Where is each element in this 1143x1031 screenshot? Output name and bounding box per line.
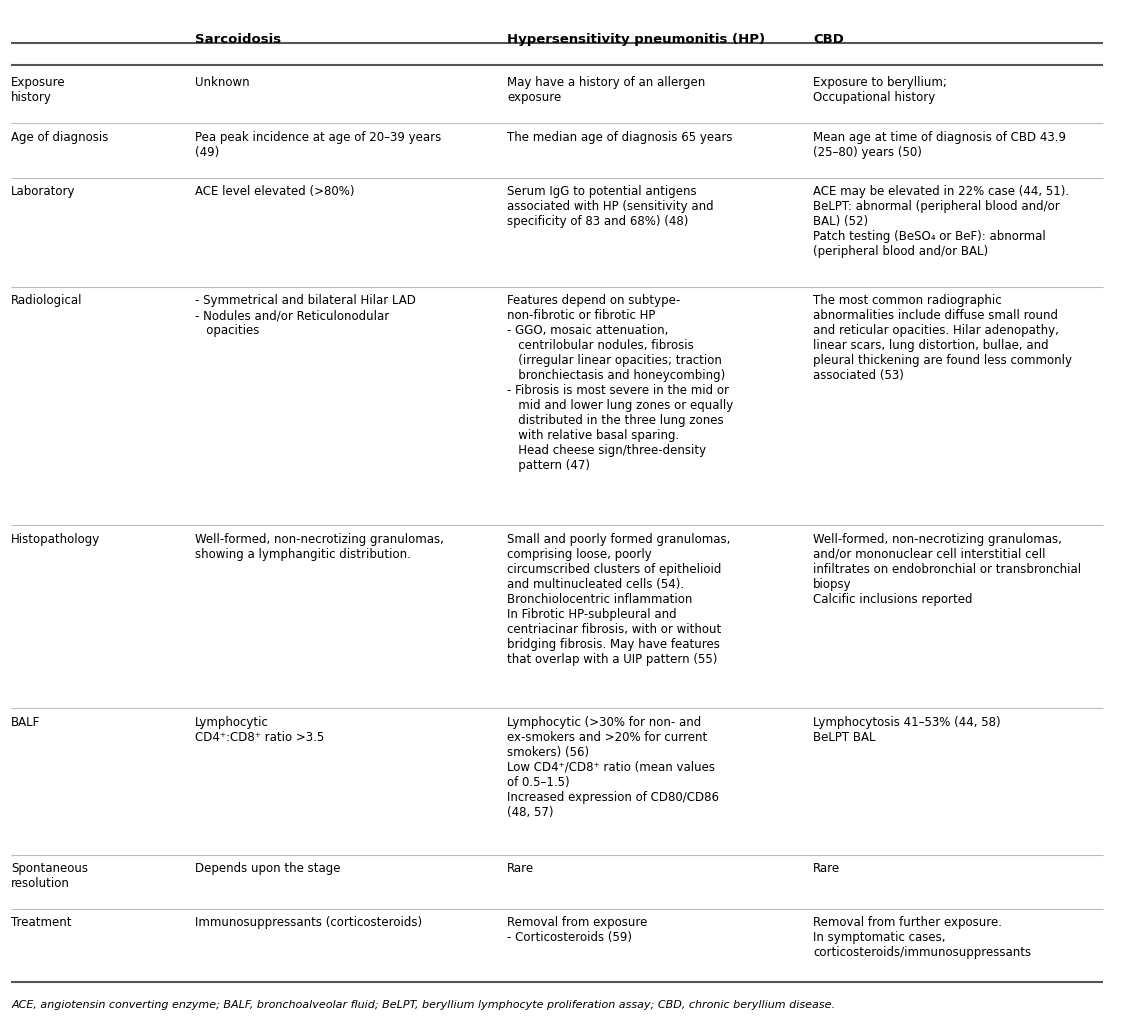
Text: Lymphocytosis 41–53% (44, 58)
BeLPT BAL: Lymphocytosis 41–53% (44, 58) BeLPT BAL [814, 716, 1001, 743]
Text: Mean age at time of diagnosis of CBD 43.9
(25–80) years (50): Mean age at time of diagnosis of CBD 43.… [814, 131, 1066, 159]
Text: Small and poorly formed granulomas,
comprising loose, poorly
circumscribed clust: Small and poorly formed granulomas, comp… [506, 533, 730, 666]
Text: The median age of diagnosis 65 years: The median age of diagnosis 65 years [506, 131, 733, 143]
Text: May have a history of an allergen
exposure: May have a history of an allergen exposu… [506, 76, 705, 104]
Text: ACE level elevated (>80%): ACE level elevated (>80%) [195, 185, 354, 198]
Text: Exposure to beryllium;
Occupational history: Exposure to beryllium; Occupational hist… [814, 76, 948, 104]
Text: The most common radiographic
abnormalities include diffuse small round
and retic: The most common radiographic abnormaliti… [814, 294, 1072, 383]
Text: Unknown: Unknown [195, 76, 249, 90]
Text: ACE may be elevated in 22% case (44, 51).
BeLPT: abnormal (peripheral blood and/: ACE may be elevated in 22% case (44, 51)… [814, 185, 1070, 258]
Text: Pea peak incidence at age of 20–39 years
(49): Pea peak incidence at age of 20–39 years… [195, 131, 441, 159]
Text: Lymphocytic
CD4⁺:CD8⁺ ratio >3.5: Lymphocytic CD4⁺:CD8⁺ ratio >3.5 [195, 716, 325, 743]
Text: Hypersensitivity pneumonitis (HP): Hypersensitivity pneumonitis (HP) [506, 33, 765, 46]
Text: Laboratory: Laboratory [11, 185, 75, 198]
Text: BALF: BALF [11, 716, 40, 729]
Text: Rare: Rare [814, 862, 840, 875]
Text: Serum IgG to potential antigens
associated with HP (sensitivity and
specificity : Serum IgG to potential antigens associat… [506, 185, 713, 228]
Text: Age of diagnosis: Age of diagnosis [11, 131, 109, 143]
Text: Exposure
history: Exposure history [11, 76, 66, 104]
Text: Removal from further exposure.
In symptomatic cases,
corticosteroids/immunosuppr: Removal from further exposure. In sympto… [814, 917, 1031, 959]
Text: Rare: Rare [506, 862, 534, 875]
Text: Well-formed, non-necrotizing granulomas,
and/or mononuclear cell interstitial ce: Well-formed, non-necrotizing granulomas,… [814, 533, 1081, 605]
Text: Lymphocytic (>30% for non- and
ex-smokers and >20% for current
smokers) (56)
Low: Lymphocytic (>30% for non- and ex-smoker… [506, 716, 719, 819]
Text: Depends upon the stage: Depends upon the stage [195, 862, 341, 875]
Text: - Symmetrical and bilateral Hilar LAD
- Nodules and/or Reticulonodular
   opacit: - Symmetrical and bilateral Hilar LAD - … [195, 294, 416, 337]
Text: CBD: CBD [814, 33, 845, 46]
Text: Spontaneous
resolution: Spontaneous resolution [11, 862, 88, 890]
Text: Well-formed, non-necrotizing granulomas,
showing a lymphangitic distribution.: Well-formed, non-necrotizing granulomas,… [195, 533, 443, 561]
Text: Histopathology: Histopathology [11, 533, 101, 545]
Text: ACE, angiotensin converting enzyme; BALF, bronchoalveolar fluid; BeLPT, berylliu: ACE, angiotensin converting enzyme; BALF… [11, 1000, 836, 1010]
Text: Features depend on subtype-
non-fibrotic or fibrotic HP
- GGO, mosaic attenuatio: Features depend on subtype- non-fibrotic… [506, 294, 733, 472]
Text: Treatment: Treatment [11, 917, 72, 929]
Text: Sarcoidosis: Sarcoidosis [195, 33, 281, 46]
Text: Removal from exposure
- Corticosteroids (59): Removal from exposure - Corticosteroids … [506, 917, 647, 944]
Text: Radiological: Radiological [11, 294, 82, 307]
Text: Immunosuppressants (corticosteroids): Immunosuppressants (corticosteroids) [195, 917, 422, 929]
